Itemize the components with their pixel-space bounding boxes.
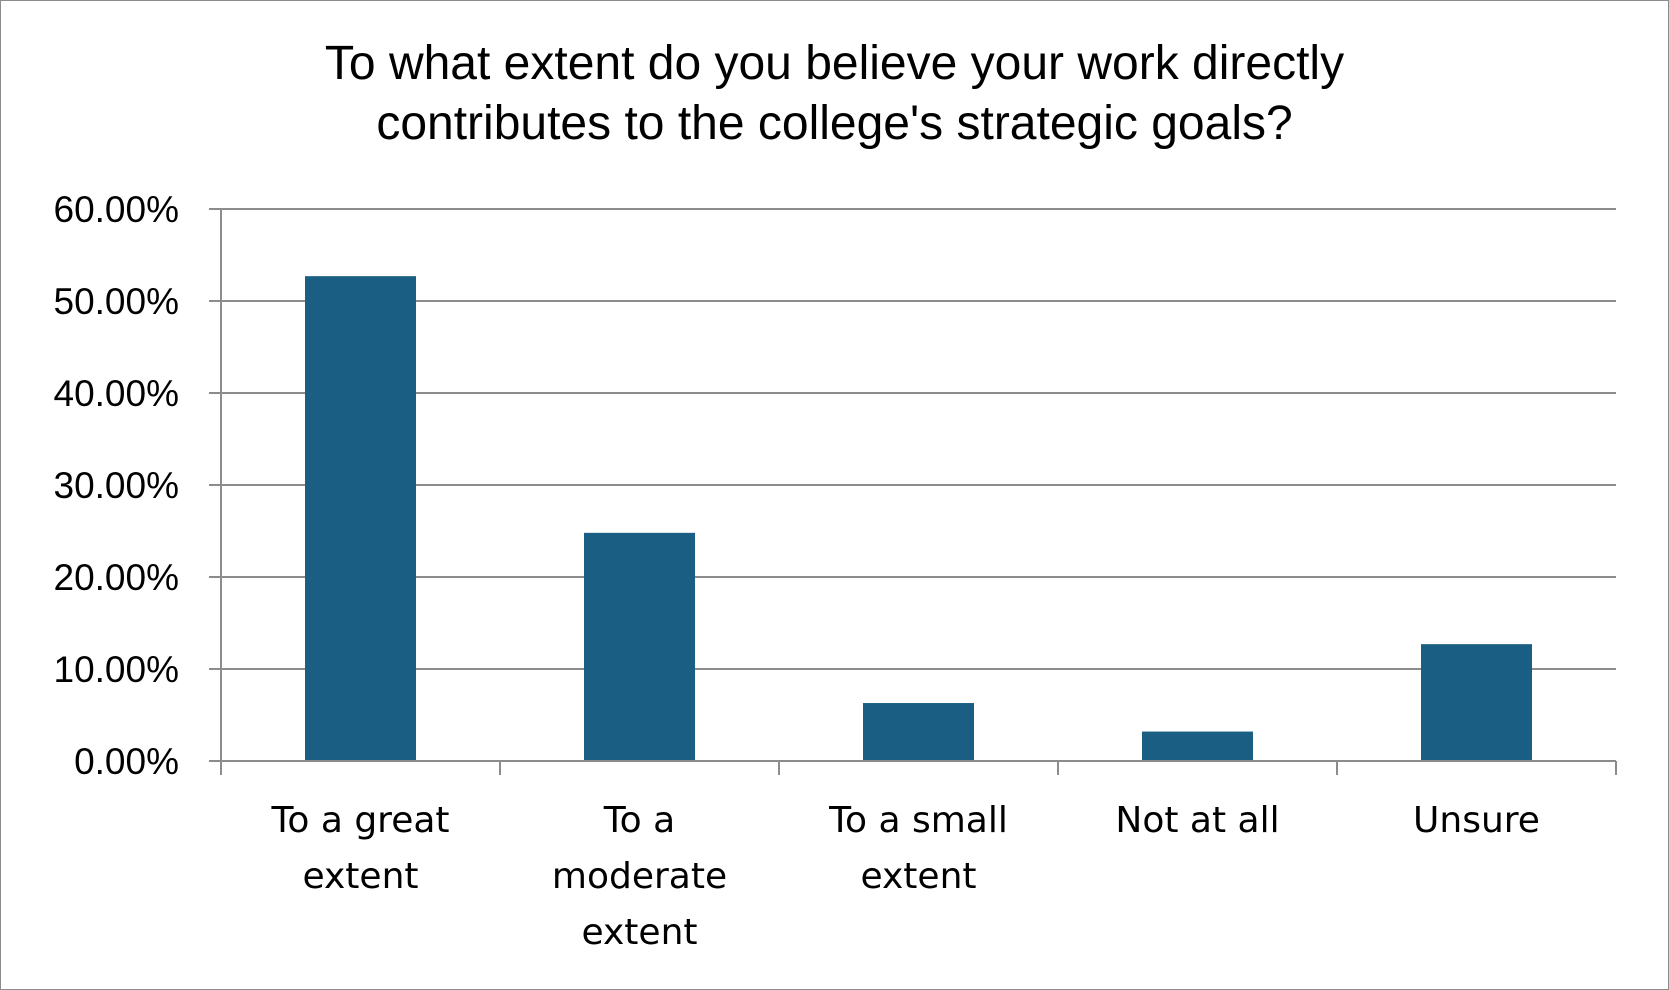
x-tick-label-2-line-0: To a small: [828, 800, 1008, 841]
x-tick-label-1-line-1: moderate: [552, 856, 727, 897]
y-tick-label-3: 30.00%: [54, 465, 180, 506]
chart-title-line-2: contributes to the college's strategic g…: [376, 97, 1293, 150]
y-tick-label-6: 60.00%: [54, 189, 180, 230]
x-tick-label-1-line-0: To a: [603, 800, 675, 841]
chart-title-line-1: To what extent do you believe your work …: [324, 37, 1345, 90]
x-tick-label-0-line-1: extent: [302, 856, 418, 897]
x-tick-label-2-line-1: extent: [860, 856, 976, 897]
x-tick-label-0-line-0: To a great: [270, 800, 449, 841]
chart-title: To what extent do you believe your work …: [0, 34, 1669, 154]
bar-4: [1421, 644, 1532, 761]
y-tick-label-5: 50.00%: [54, 281, 180, 322]
y-tick-label-1: 10.00%: [54, 649, 180, 690]
bar-2: [863, 703, 974, 761]
y-tick-label-0: 0.00%: [74, 741, 179, 782]
y-tick-label-4: 40.00%: [54, 373, 180, 414]
x-tick-label-1-line-2: extent: [581, 912, 697, 953]
x-tick-label-4-line-0: Unsure: [1413, 800, 1540, 841]
bar-3: [1142, 731, 1253, 761]
bar-1: [584, 532, 695, 761]
x-tick-label-3-line-0: Not at all: [1115, 800, 1279, 841]
y-tick-label-2: 20.00%: [54, 557, 180, 598]
bar-0: [305, 276, 416, 761]
